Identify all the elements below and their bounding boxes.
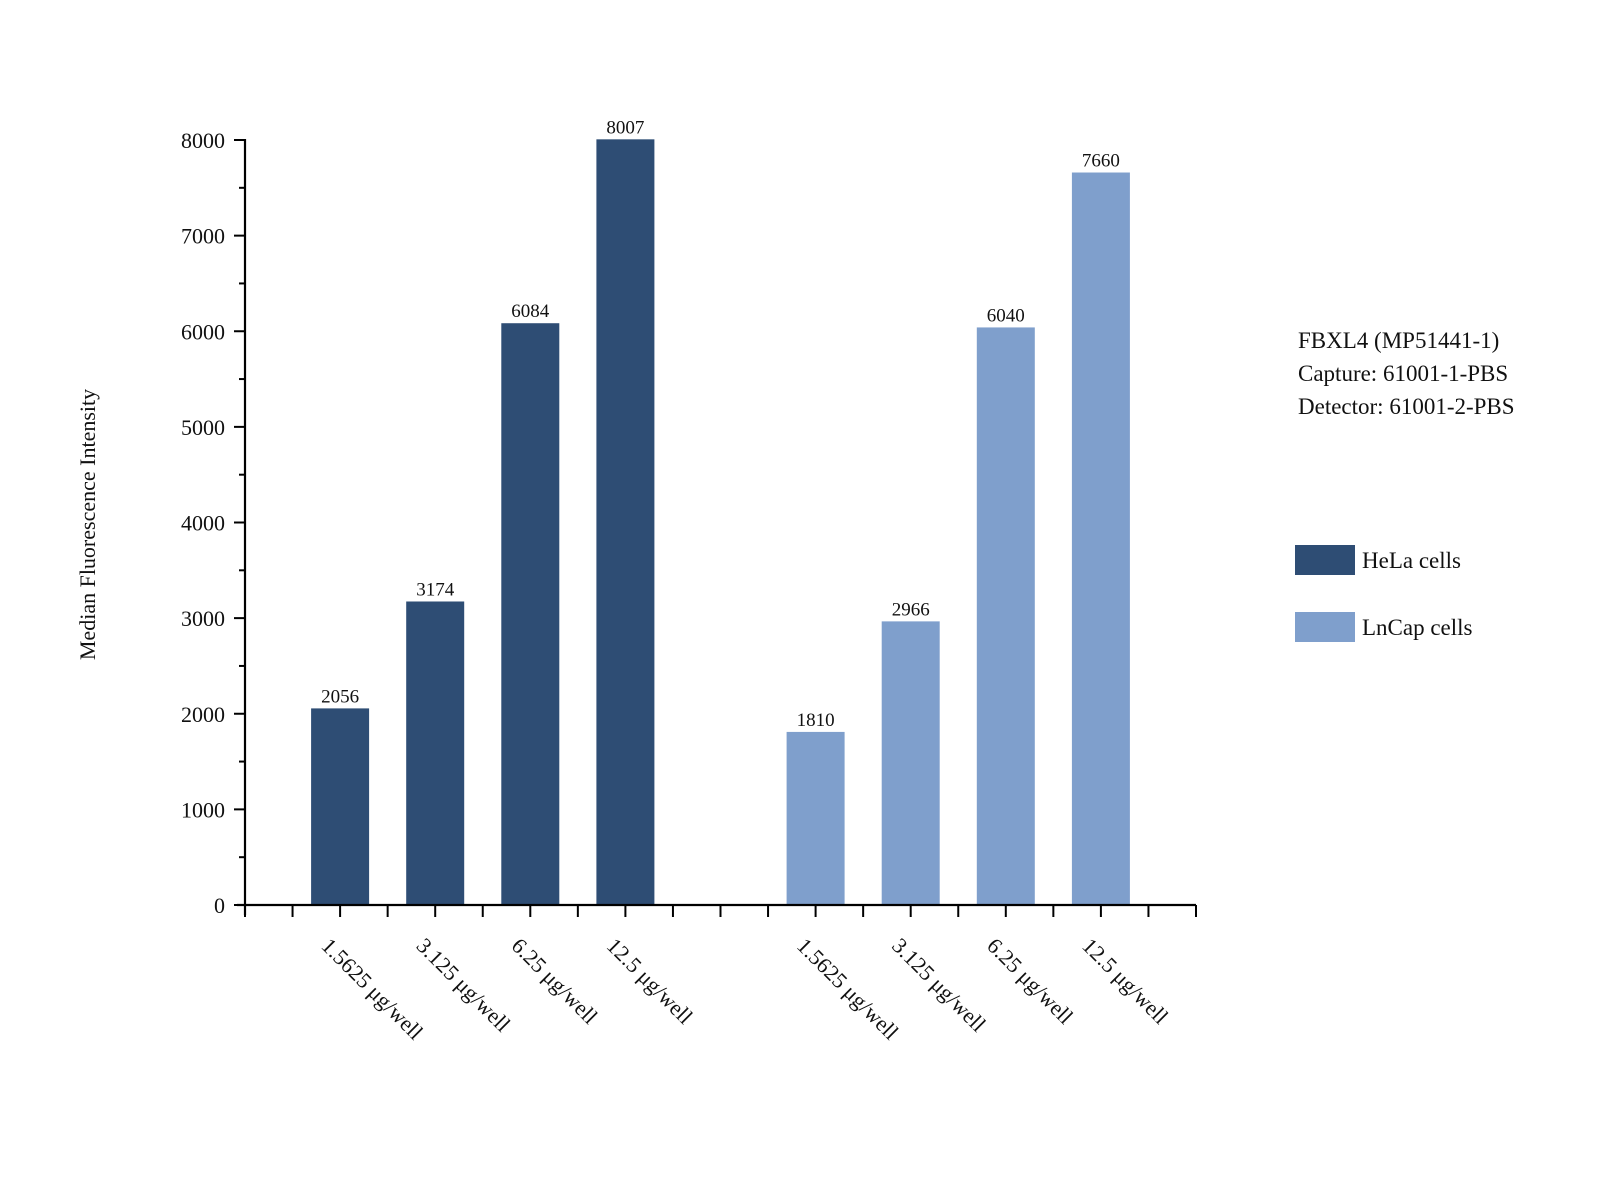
legend-swatch-lncap — [1295, 612, 1355, 642]
bar-value-label: 6040 — [987, 305, 1025, 326]
bar-value-label: 2966 — [892, 599, 930, 620]
y-tick-label: 8000 — [181, 128, 225, 153]
y-tick-label: 5000 — [181, 415, 225, 440]
x-ticks-group — [244, 905, 1197, 917]
category-label: 6.25 μg/well — [507, 933, 603, 1029]
bars-group — [311, 139, 1130, 905]
y-tick-label: 6000 — [181, 319, 225, 344]
category-label: 3.125 μg/well — [412, 933, 516, 1037]
y-tick-label: 3000 — [181, 606, 225, 631]
y-axis-label: Median Fluorescence Intensity — [75, 389, 100, 660]
bar-value-label: 3174 — [416, 579, 455, 600]
bar-value-label: 8007 — [606, 117, 644, 138]
legend-label-hela: HeLa cells — [1362, 548, 1461, 573]
category-label: 12.5 μg/well — [602, 933, 698, 1029]
bar-value-label: 1810 — [797, 710, 835, 731]
legend-swatch-hela — [1295, 545, 1355, 575]
info-block: FBXL4 (MP51441-1) Capture: 61001-1-PBS D… — [1298, 328, 1515, 419]
bar — [881, 621, 940, 905]
bar-labels-group: 2056 3174 6084 8007 1810 2966 6040 7660 — [321, 117, 1120, 731]
y-tick-label: 2000 — [181, 702, 225, 727]
y-ticks-group: 0 1000 2000 3000 4000 5000 6000 7000 8000 — [181, 128, 245, 918]
category-label: 12.5 μg/well — [1077, 933, 1173, 1029]
axes-group: 0 1000 2000 3000 4000 5000 6000 7000 8000 — [181, 128, 1197, 918]
legend-label-lncap: LnCap cells — [1362, 615, 1473, 640]
category-label: 3.125 μg/well — [887, 933, 991, 1037]
y-tick-label: 7000 — [181, 224, 225, 249]
category-label: 6.25 μg/well — [982, 933, 1078, 1029]
bar — [596, 139, 655, 905]
bar-value-label: 7660 — [1082, 151, 1120, 172]
info-line-detector: Detector: 61001-2-PBS — [1298, 394, 1515, 419]
bar — [976, 327, 1035, 905]
info-line-antibody: FBXL4 (MP51441-1) — [1298, 328, 1499, 353]
y-tick-label: 1000 — [181, 797, 225, 822]
y-tick-label: 0 — [214, 893, 225, 918]
bar — [501, 323, 560, 905]
bar — [1071, 172, 1130, 905]
bar — [311, 708, 370, 905]
bar-value-label: 2056 — [321, 686, 359, 707]
bar-value-label: 6084 — [511, 301, 550, 322]
bar — [786, 731, 845, 905]
y-tick-label: 4000 — [181, 511, 225, 536]
legend: HeLa cells LnCap cells — [1295, 545, 1473, 642]
bar — [406, 601, 465, 905]
info-line-capture: Capture: 61001-1-PBS — [1298, 361, 1508, 386]
